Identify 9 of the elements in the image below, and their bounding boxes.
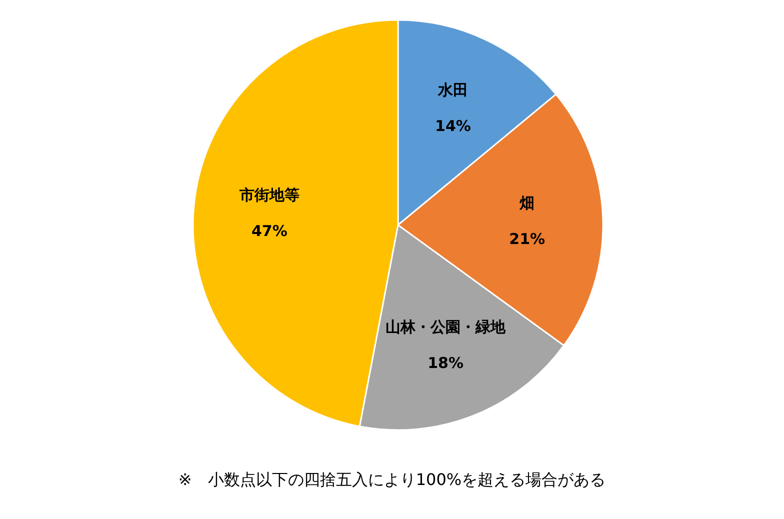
slice-label: 市街地等: [238, 186, 300, 204]
text: ※ 小数点以下の四捨五入により100%を超える場合がある: [178, 470, 606, 489]
slice-label: 山林・公園・緑地: [386, 318, 507, 336]
data-label: 18%: [428, 354, 464, 372]
slice-label: 水田: [436, 81, 468, 100]
slice-label: 畑: [518, 194, 535, 212]
data-label: 21%: [509, 230, 546, 248]
data-label: 14%: [435, 117, 471, 136]
data-label: 47%: [251, 222, 288, 240]
